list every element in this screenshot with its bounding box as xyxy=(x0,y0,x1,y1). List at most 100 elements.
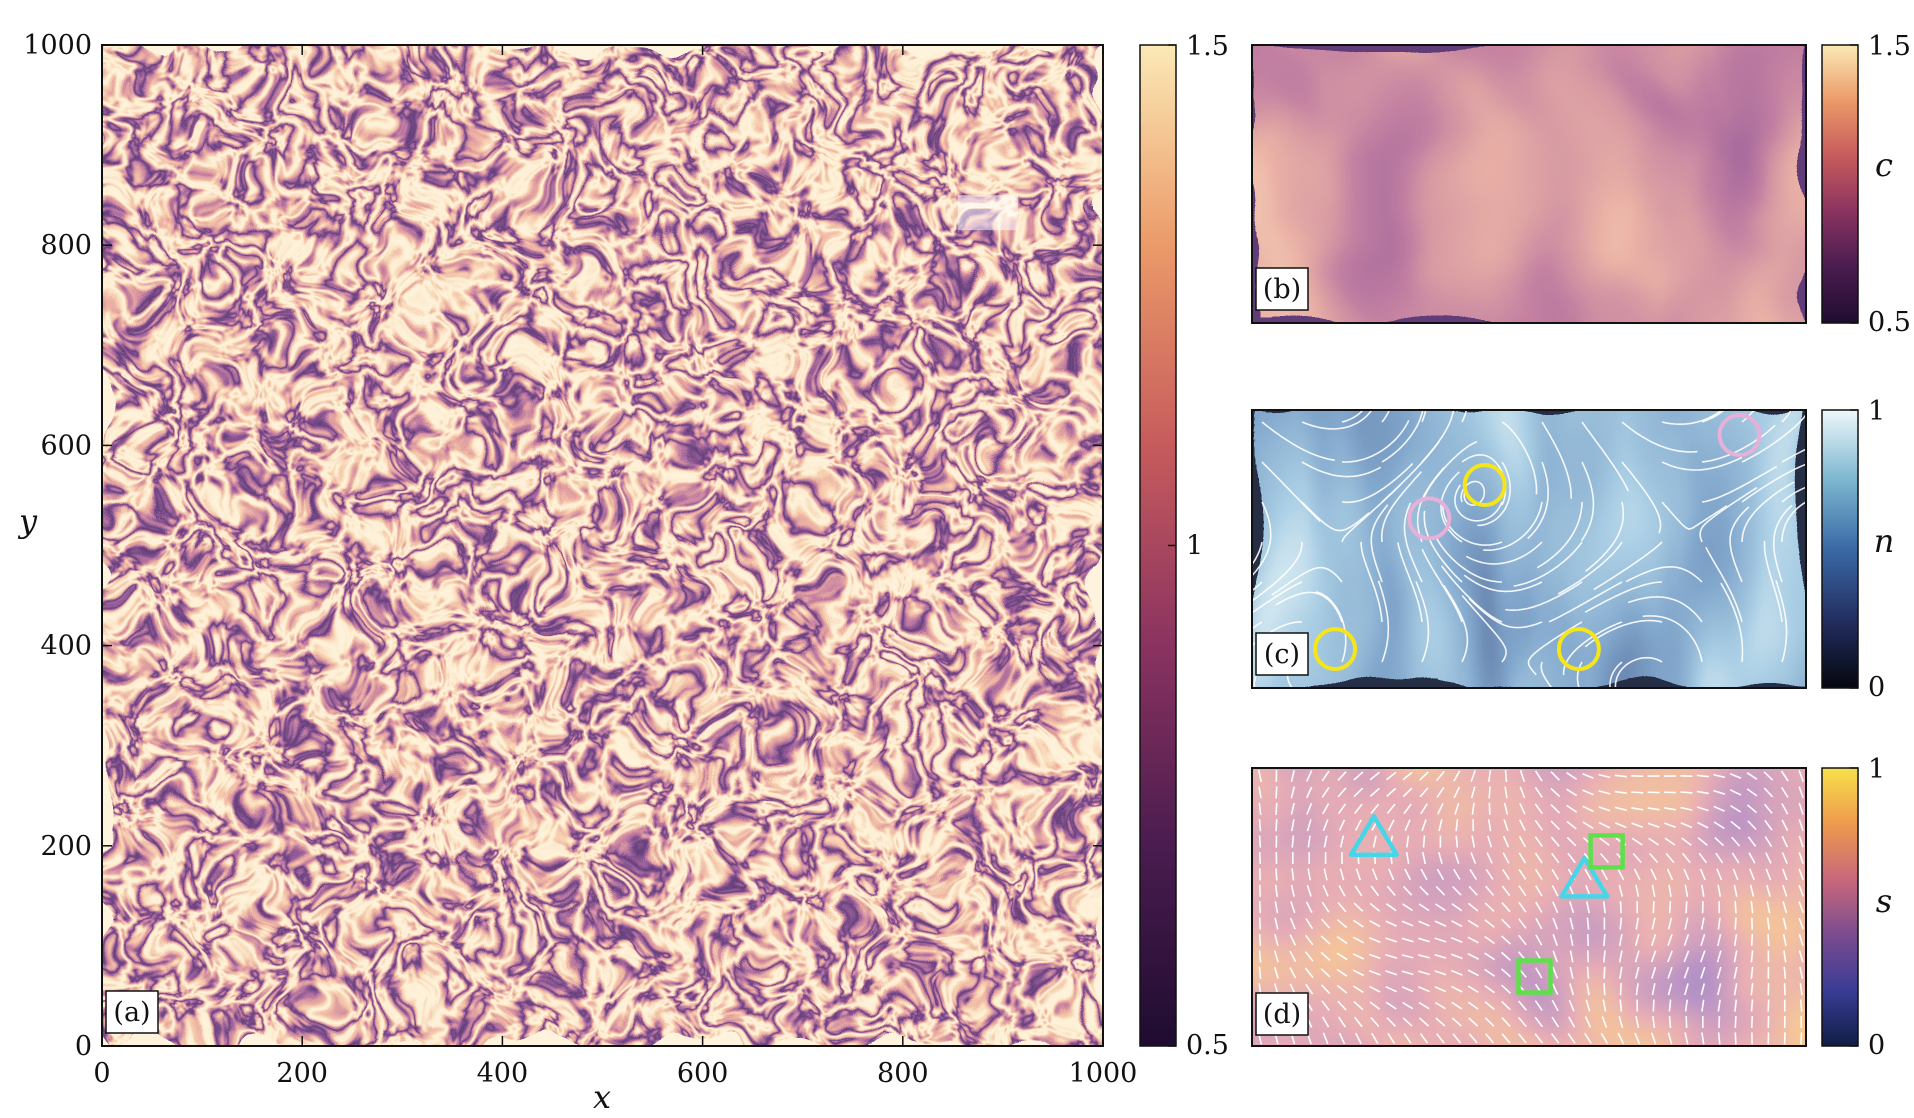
director-segment xyxy=(1368,937,1381,943)
colorbar-d-label: s xyxy=(1876,882,1892,920)
director-segment xyxy=(1733,884,1738,897)
director-segment xyxy=(1501,885,1511,897)
director-segment xyxy=(1681,852,1691,864)
director-segment xyxy=(1485,885,1495,896)
director-segment xyxy=(1321,918,1331,929)
director-segment xyxy=(1401,954,1414,959)
director-segment xyxy=(1385,920,1397,927)
director-segment xyxy=(1401,937,1414,943)
director-segment xyxy=(1306,884,1312,897)
director-segment xyxy=(1681,837,1692,846)
defect-square-marker xyxy=(1588,833,1625,870)
director-segment xyxy=(1567,1016,1576,1028)
director-segment xyxy=(1602,999,1607,1012)
director-segment xyxy=(1484,985,1495,994)
director-segment xyxy=(1551,1016,1560,1028)
director-segment xyxy=(1304,951,1314,962)
x-tick-label: 0 xyxy=(93,1058,110,1089)
director-segment xyxy=(1733,983,1738,996)
director-segment xyxy=(1781,819,1789,831)
director-segment xyxy=(1535,917,1543,930)
director-segment xyxy=(1305,983,1314,995)
defect-plus-half-circle xyxy=(1462,463,1507,508)
director-segment xyxy=(1420,803,1428,815)
director-segment xyxy=(1668,1015,1672,1029)
director-segment xyxy=(1550,771,1560,781)
streamline xyxy=(1423,510,1463,583)
director-segment xyxy=(1551,983,1559,996)
director-segment xyxy=(1419,771,1429,781)
director-segment xyxy=(1798,884,1805,897)
director-segment xyxy=(1354,803,1363,814)
streamline xyxy=(1661,456,1743,471)
director-segment xyxy=(1715,852,1724,864)
director-segment xyxy=(1337,1000,1347,1011)
director-segment xyxy=(1749,868,1755,881)
director-segment xyxy=(1650,1032,1657,1045)
director-segment xyxy=(1667,917,1673,930)
director-segment xyxy=(1535,934,1543,946)
director-segment xyxy=(1501,984,1511,994)
director-segment xyxy=(1402,787,1413,798)
director-segment xyxy=(1453,868,1461,880)
director-segment xyxy=(1518,934,1527,946)
colorbar-c-ticks: 01 xyxy=(1850,396,1885,703)
director-segment xyxy=(1484,902,1495,912)
director-segment xyxy=(1371,868,1378,881)
director-segment xyxy=(1750,983,1754,996)
director-segment xyxy=(1618,950,1623,963)
director-segment xyxy=(1450,969,1463,976)
director-segment xyxy=(1417,954,1431,959)
director-segment xyxy=(1321,786,1330,798)
director-segment xyxy=(1782,933,1787,947)
director-segment xyxy=(1684,1032,1689,1045)
director-segment xyxy=(1305,770,1313,782)
director-segment xyxy=(1518,852,1527,864)
x-tick-label: 400 xyxy=(477,1058,529,1089)
panel-d-markers xyxy=(1348,814,1625,995)
streamline xyxy=(1593,541,1663,591)
director-segment xyxy=(1666,868,1674,881)
director-segment xyxy=(1552,917,1559,930)
director-segment xyxy=(1386,771,1397,781)
director-segment xyxy=(1454,852,1460,864)
director-segment xyxy=(1518,836,1526,848)
director-segment xyxy=(1305,901,1313,913)
director-segment xyxy=(1582,805,1594,813)
director-segment xyxy=(1631,791,1644,794)
director-segment xyxy=(1518,918,1527,929)
director-segment xyxy=(1635,1015,1640,1029)
director-segment xyxy=(1534,1000,1543,1011)
director-segment xyxy=(1436,786,1445,798)
colorbar-tick-label: 1.5 xyxy=(1186,31,1229,62)
director-segment xyxy=(1436,1033,1445,1044)
director-segment xyxy=(1355,868,1362,881)
director-segment xyxy=(1535,967,1543,979)
director-segment xyxy=(1534,770,1543,782)
director-segment xyxy=(1403,1032,1412,1044)
director-segment xyxy=(1468,1033,1478,1044)
streamline xyxy=(1341,462,1414,504)
director-segment xyxy=(1586,901,1590,914)
streamline xyxy=(1536,501,1583,569)
colorbar-a: 0.5 1 1.5 xyxy=(1139,31,1229,1061)
streamline xyxy=(1609,661,1623,688)
director-segment xyxy=(1471,802,1475,815)
director-segment xyxy=(1468,885,1478,896)
director-segment xyxy=(1470,770,1476,782)
director-segment xyxy=(1500,951,1512,961)
director-segment xyxy=(1434,970,1447,976)
colorbar-tick-label: 1 xyxy=(1868,396,1885,427)
panel-c-heatmap xyxy=(1252,410,1806,688)
director-segment xyxy=(1700,950,1706,963)
colorbar-tick-label: 1 xyxy=(1868,754,1885,785)
director-segment xyxy=(1765,884,1771,897)
director-segment xyxy=(1603,983,1606,996)
director-segment xyxy=(1765,868,1772,881)
director-segment xyxy=(1566,772,1578,780)
streamline xyxy=(1576,661,1583,688)
director-segment xyxy=(1767,999,1770,1012)
director-segment xyxy=(1733,966,1738,979)
x-tick-label: 200 xyxy=(276,1058,328,1089)
director-segment xyxy=(1652,1015,1656,1029)
